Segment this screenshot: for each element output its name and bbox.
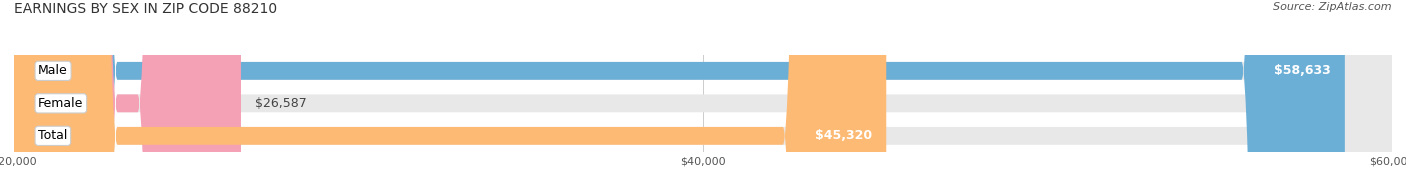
Text: $26,587: $26,587 <box>254 97 307 110</box>
Text: $58,633: $58,633 <box>1274 64 1331 77</box>
Text: Female: Female <box>38 97 83 110</box>
Text: $45,320: $45,320 <box>815 129 873 142</box>
Text: Source: ZipAtlas.com: Source: ZipAtlas.com <box>1274 2 1392 12</box>
FancyBboxPatch shape <box>14 0 886 195</box>
Text: EARNINGS BY SEX IN ZIP CODE 88210: EARNINGS BY SEX IN ZIP CODE 88210 <box>14 2 277 16</box>
FancyBboxPatch shape <box>14 0 1392 195</box>
FancyBboxPatch shape <box>14 0 1346 195</box>
FancyBboxPatch shape <box>14 0 1392 195</box>
Text: Total: Total <box>38 129 67 142</box>
Text: Male: Male <box>38 64 67 77</box>
FancyBboxPatch shape <box>14 0 240 195</box>
FancyBboxPatch shape <box>14 0 1392 195</box>
